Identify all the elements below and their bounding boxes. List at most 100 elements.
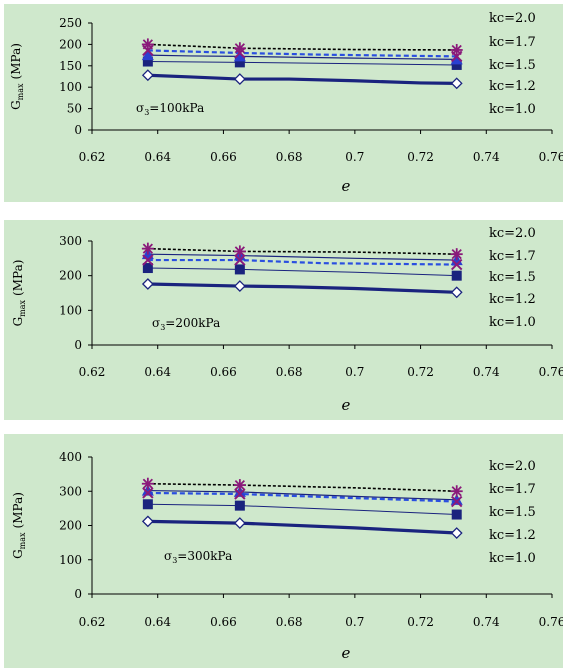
x-axis-label: e bbox=[342, 644, 351, 662]
legend-entry: kc=1.0 bbox=[489, 315, 536, 330]
y-axis-label-sub: max bbox=[16, 83, 25, 100]
series-line-100kpa-3 bbox=[147, 61, 457, 66]
x-tick-label: 0.74 bbox=[473, 150, 500, 164]
x-tick-label: 0.64 bbox=[144, 365, 171, 379]
marker-300kpa-s1-p2 bbox=[451, 495, 463, 508]
y-tick-label: 300 bbox=[59, 234, 82, 248]
x-tick-label: 0.66 bbox=[210, 615, 237, 629]
stress-annotation-sub: 3 bbox=[160, 323, 165, 332]
marker-200kpa-s3-p1 bbox=[234, 264, 245, 275]
marker-200kpa-s1-p0 bbox=[142, 254, 154, 266]
marker-300kpa-s4-p0 bbox=[141, 515, 154, 528]
marker-200kpa-s0-p0-stroke bbox=[142, 243, 153, 254]
marker-300kpa-s0-p0 bbox=[141, 477, 154, 490]
stress-annotation-sub: 3 bbox=[144, 108, 149, 117]
y-axis-label-main: G bbox=[9, 100, 23, 110]
marker-300kpa-s2-p0 bbox=[141, 484, 154, 496]
marker-100kpa-s0-p2 bbox=[450, 43, 463, 56]
x-tick-label: 0.64 bbox=[144, 615, 171, 629]
chart-panel-300kpa: 0 100 200 300 400 0.62 0.64 0.66 0.68 0.7 0.72 0.74… bbox=[4, 434, 563, 668]
series-line-200kpa-3 bbox=[147, 267, 457, 277]
y-tick-label: 200 bbox=[59, 269, 82, 283]
x-tick-label: 0.62 bbox=[79, 615, 106, 629]
y-tick-label: 200 bbox=[59, 519, 82, 533]
marker-300kpa-s1-p0 bbox=[142, 487, 154, 499]
marker-100kpa-s0-p0 bbox=[141, 38, 154, 51]
x-tick-label: 0.66 bbox=[210, 150, 237, 164]
x-tick-label: 0.74 bbox=[473, 365, 500, 379]
marker-300kpa-s0-p2-stroke bbox=[451, 486, 462, 497]
marker-300kpa-s3-p1 bbox=[234, 500, 245, 511]
x-tick-label: 0.62 bbox=[79, 365, 106, 379]
series-line-200kpa-4 bbox=[147, 282, 457, 294]
marker-200kpa-s4-p2 bbox=[450, 286, 463, 299]
marker-200kpa-s0-p2 bbox=[450, 248, 463, 261]
stress-annotation: σ3=200kPa bbox=[152, 316, 220, 332]
series-line-200kpa-0 bbox=[147, 247, 457, 255]
y-axis-label-unit: (MPa) bbox=[11, 260, 25, 296]
chart-svg-200kpa: 0 100 200 300 0.62 0.64 0.66 0.68 0.7 0.72 0.74 0.7… bbox=[11, 226, 563, 414]
stress-annotation-symbol: σ bbox=[164, 549, 172, 563]
y-axis-label-main: G bbox=[11, 549, 25, 559]
marker-300kpa-s0-p1-stroke bbox=[234, 479, 245, 491]
stress-annotation-value: =200kPa bbox=[165, 316, 220, 330]
chart-panel-200kpa: 0 100 200 300 0.62 0.64 0.66 0.68 0.7 0.72 0.74 0.7… bbox=[4, 220, 563, 420]
marker-200kpa-s0-p1-stroke bbox=[234, 246, 245, 257]
x-tick-label: 0.66 bbox=[210, 365, 237, 379]
marker-100kpa-s4-p0 bbox=[141, 69, 154, 82]
chart-svg-300kpa: 0 100 200 300 400 0.62 0.64 0.66 0.68 0.7 0.72 0.74… bbox=[11, 450, 563, 662]
legend-entry: kc=1.5 bbox=[489, 270, 536, 285]
series-line-100kpa-2 bbox=[147, 54, 457, 60]
legend-entry: kc=1.0 bbox=[489, 102, 536, 117]
marker-200kpa-s0-p1 bbox=[233, 245, 246, 258]
x-tick-label: 0.76 bbox=[539, 365, 563, 379]
legend-entry: kc=1.7 bbox=[489, 482, 536, 497]
x-tick-label: 0.62 bbox=[79, 150, 106, 164]
marker-100kpa-s2-p0 bbox=[141, 49, 154, 61]
marker-200kpa-s4-p1 bbox=[233, 280, 246, 292]
marker-200kpa-s1-p2-stroke bbox=[451, 258, 463, 271]
marker-300kpa-s3-p0 bbox=[142, 499, 153, 510]
y-tick-label: 100 bbox=[59, 80, 82, 94]
series-line-300kpa-3 bbox=[147, 503, 457, 516]
marker-300kpa-s3-p2 bbox=[451, 509, 462, 520]
stress-annotation: σ3=100kPa bbox=[136, 101, 204, 117]
marker-100kpa-s0-p1-stroke bbox=[234, 43, 245, 54]
series-line-300kpa-4 bbox=[147, 519, 457, 535]
legend-entry: kc=1.0 bbox=[489, 551, 536, 566]
series-line-200kpa-1 bbox=[147, 258, 457, 266]
marker-300kpa-s4-p1 bbox=[233, 517, 246, 530]
marker-100kpa-s0-p1 bbox=[233, 42, 246, 55]
legend-entry: kc=1.5 bbox=[489, 505, 536, 520]
series-line-300kpa-1 bbox=[147, 491, 457, 503]
marker-200kpa-s4-p0 bbox=[141, 278, 154, 290]
stress-annotation: σ3=300kPa bbox=[164, 549, 232, 565]
marker-100kpa-s0-p2-stroke bbox=[451, 44, 462, 56]
series-line-100kpa-4 bbox=[147, 73, 457, 85]
y-tick-label: 50 bbox=[67, 102, 82, 116]
series-line-300kpa-2 bbox=[147, 489, 457, 501]
marker-100kpa-s2-p1 bbox=[233, 50, 246, 62]
x-tick-label: 0.76 bbox=[539, 150, 563, 164]
x-tick-label: 0.64 bbox=[144, 150, 171, 164]
legend-entry: kc=1.5 bbox=[489, 58, 536, 73]
legend-entry: kc=2.0 bbox=[489, 226, 536, 241]
marker-300kpa-s1-p2-stroke bbox=[451, 495, 463, 508]
series-line-100kpa-0 bbox=[147, 43, 457, 51]
y-tick-label: 150 bbox=[59, 59, 82, 73]
y-tick-label: 100 bbox=[59, 553, 82, 567]
marker-300kpa-s1-p1 bbox=[234, 488, 246, 500]
x-tick-label: 0.7 bbox=[345, 150, 364, 164]
y-axis-label-sub: max bbox=[18, 532, 27, 549]
x-tick-label: 0.72 bbox=[407, 615, 434, 629]
marker-300kpa-s1-p0-stroke bbox=[142, 487, 154, 499]
y-axis-label: Gmax (MPa) bbox=[11, 492, 27, 559]
y-tick-label: 0 bbox=[74, 587, 82, 601]
legend-entry: kc=1.2 bbox=[489, 528, 536, 543]
marker-200kpa-s1-p2 bbox=[451, 258, 463, 271]
chart-svg-100kpa: 0 50 100 150 200 250 0.62 0.64 0.66 0.68 0.7 0.72 0.… bbox=[9, 11, 563, 195]
y-tick-label: 300 bbox=[59, 484, 82, 498]
marker-200kpa-s3-p2 bbox=[451, 270, 462, 281]
marker-200kpa-s0-p0 bbox=[141, 242, 154, 255]
x-tick-label: 0.72 bbox=[407, 365, 434, 379]
